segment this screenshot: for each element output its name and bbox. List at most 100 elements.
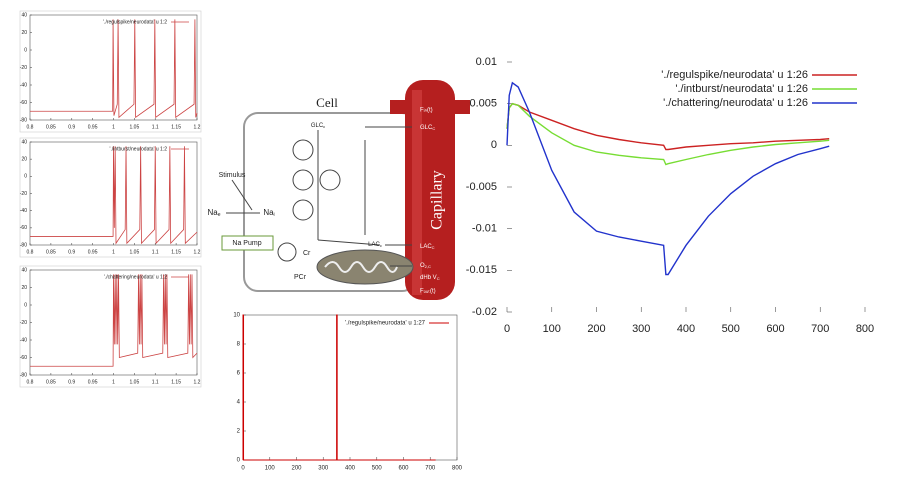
x-tick-label: 200	[587, 323, 605, 335]
label-sub: C	[432, 126, 435, 131]
x-tick-label: 600	[398, 466, 409, 472]
x-tick-label: 0	[504, 323, 510, 335]
legend-label: './chattering/neurodata' u 1:2	[104, 274, 167, 280]
y-tick-label: 6	[237, 371, 241, 377]
diagram: Cell Capillary Na Pump Stimulus Nae Nai …	[207, 80, 470, 300]
cycle	[277, 242, 297, 262]
x-tick-label: 1.15	[171, 124, 181, 130]
x-tick-label: 0.8	[27, 379, 34, 385]
lac-cap-label: LACC	[420, 244, 435, 250]
legend-label: './regulspike/neurodata' u 1:2	[103, 19, 167, 25]
panel-frame	[19, 265, 202, 388]
x-tick-label: 0.85	[46, 124, 56, 130]
label-sub: i	[274, 212, 275, 218]
legend-label: './intburst/neurodata' u 1:2	[109, 146, 167, 152]
x-tick-label: 0.85	[46, 249, 56, 255]
x-tick-label: 800	[452, 466, 463, 472]
x-tick-label: 1.05	[130, 379, 140, 385]
y-tick-label: -80	[20, 242, 27, 248]
x-tick-label: 300	[632, 323, 650, 335]
y-tick-label: -20	[20, 320, 27, 326]
na-i-label: Nai	[263, 208, 274, 218]
x-tick-label: 1.15	[171, 249, 181, 255]
label-main: LAC	[420, 244, 432, 250]
x-tick-label: 1.1	[152, 124, 159, 130]
x-tick-label: 800	[856, 323, 874, 335]
y-tick-label: -20	[20, 191, 27, 197]
x-tick-label: 1	[112, 249, 115, 255]
pcr-label: PCr	[294, 274, 307, 281]
label-main: GLC	[311, 123, 324, 129]
mitochondrion	[316, 249, 414, 285]
legend-label: './intburst/neurodata' u 1:26	[675, 83, 808, 95]
cr-label: Cr	[303, 250, 311, 257]
series-line	[30, 19, 198, 119]
x-tick-label: 700	[425, 466, 436, 472]
f-out-label: Fₒᵤₜ(t)	[420, 289, 436, 295]
x-tick-label: 400	[345, 466, 356, 472]
x-tick-label: 100	[265, 466, 276, 472]
label-main: LAC	[368, 242, 380, 248]
legend-label: './chattering/neurodata' u 1:26	[663, 97, 808, 109]
legend-label: './regulspike/neurodata' u 1:27	[345, 321, 426, 327]
x-tick-label: 400	[677, 323, 695, 335]
panel-frame	[19, 10, 202, 133]
y-tick-label: -40	[20, 82, 27, 88]
na-e-label: Nae	[207, 208, 220, 218]
cristae	[324, 261, 398, 273]
x-tick-label: 0.9	[68, 379, 75, 385]
x-tick-label: 300	[318, 466, 329, 472]
y-tick-label: -60	[20, 355, 27, 361]
label-main: GLC	[420, 125, 433, 131]
pathway	[317, 239, 381, 246]
stimulus-label: Stimulus	[219, 172, 246, 179]
y-tick-label: 0	[24, 47, 27, 53]
series-line	[30, 146, 198, 245]
y-tick-label: 0.01	[476, 56, 497, 68]
x-tick-label: 1.05	[130, 249, 140, 255]
y-tick-label: 40	[21, 12, 27, 18]
y-tick-label: 4	[237, 400, 241, 406]
cell-label: Cell	[316, 95, 338, 110]
f-in-label: Fᵢₙ(t)	[420, 108, 433, 114]
x-tick-label: 1.2	[194, 124, 201, 130]
y-tick-label: 20	[21, 285, 27, 291]
label-sub: 2,C	[425, 264, 431, 269]
y-tick-label: -20	[20, 65, 27, 71]
cycle	[292, 139, 314, 161]
y-tick-label: 10	[233, 313, 240, 319]
x-tick-label: 100	[543, 323, 561, 335]
x-tick-label: 500	[372, 466, 383, 472]
label-main: Na	[263, 208, 274, 217]
y-tick-label: 0	[24, 174, 27, 180]
o2-label: O2,C	[420, 263, 431, 269]
x-tick-label: 0.95	[88, 124, 98, 130]
y-tick-label: -80	[20, 372, 27, 378]
x-tick-label: 500	[722, 323, 740, 335]
x-tick-label: 0.95	[88, 379, 98, 385]
y-tick-label: -40	[20, 337, 27, 343]
y-tick-label: -80	[20, 117, 27, 123]
y-tick-label: -60	[20, 225, 27, 231]
label-sub: c	[323, 124, 325, 129]
legend-label: './regulspike/neurodata' u 1:26	[661, 69, 808, 81]
label-main: dHb V	[420, 275, 437, 281]
x-tick-label: 0.95	[88, 249, 98, 255]
series-line	[506, 102, 830, 166]
y-tick-label: -0.015	[466, 264, 497, 276]
y-tick-label: 0.005	[469, 98, 497, 110]
x-tick-label: 200	[291, 466, 302, 472]
x-tick-label: 1.15	[171, 379, 181, 385]
label-sub: c	[380, 243, 382, 248]
y-tick-label: 20	[21, 30, 27, 36]
label-main: Na	[207, 208, 218, 217]
x-tick-label: 600	[766, 323, 784, 335]
x-tick-label: 1.1	[152, 249, 159, 255]
x-tick-label: 0	[241, 466, 245, 472]
y-tick-label: -0.01	[472, 223, 497, 235]
lac-c-label: LACc	[368, 242, 382, 248]
y-tick-label: -60	[20, 100, 27, 106]
label-main: O	[420, 263, 425, 269]
dhb-label: dHb VC	[420, 275, 440, 281]
label-sub: e	[218, 212, 221, 218]
